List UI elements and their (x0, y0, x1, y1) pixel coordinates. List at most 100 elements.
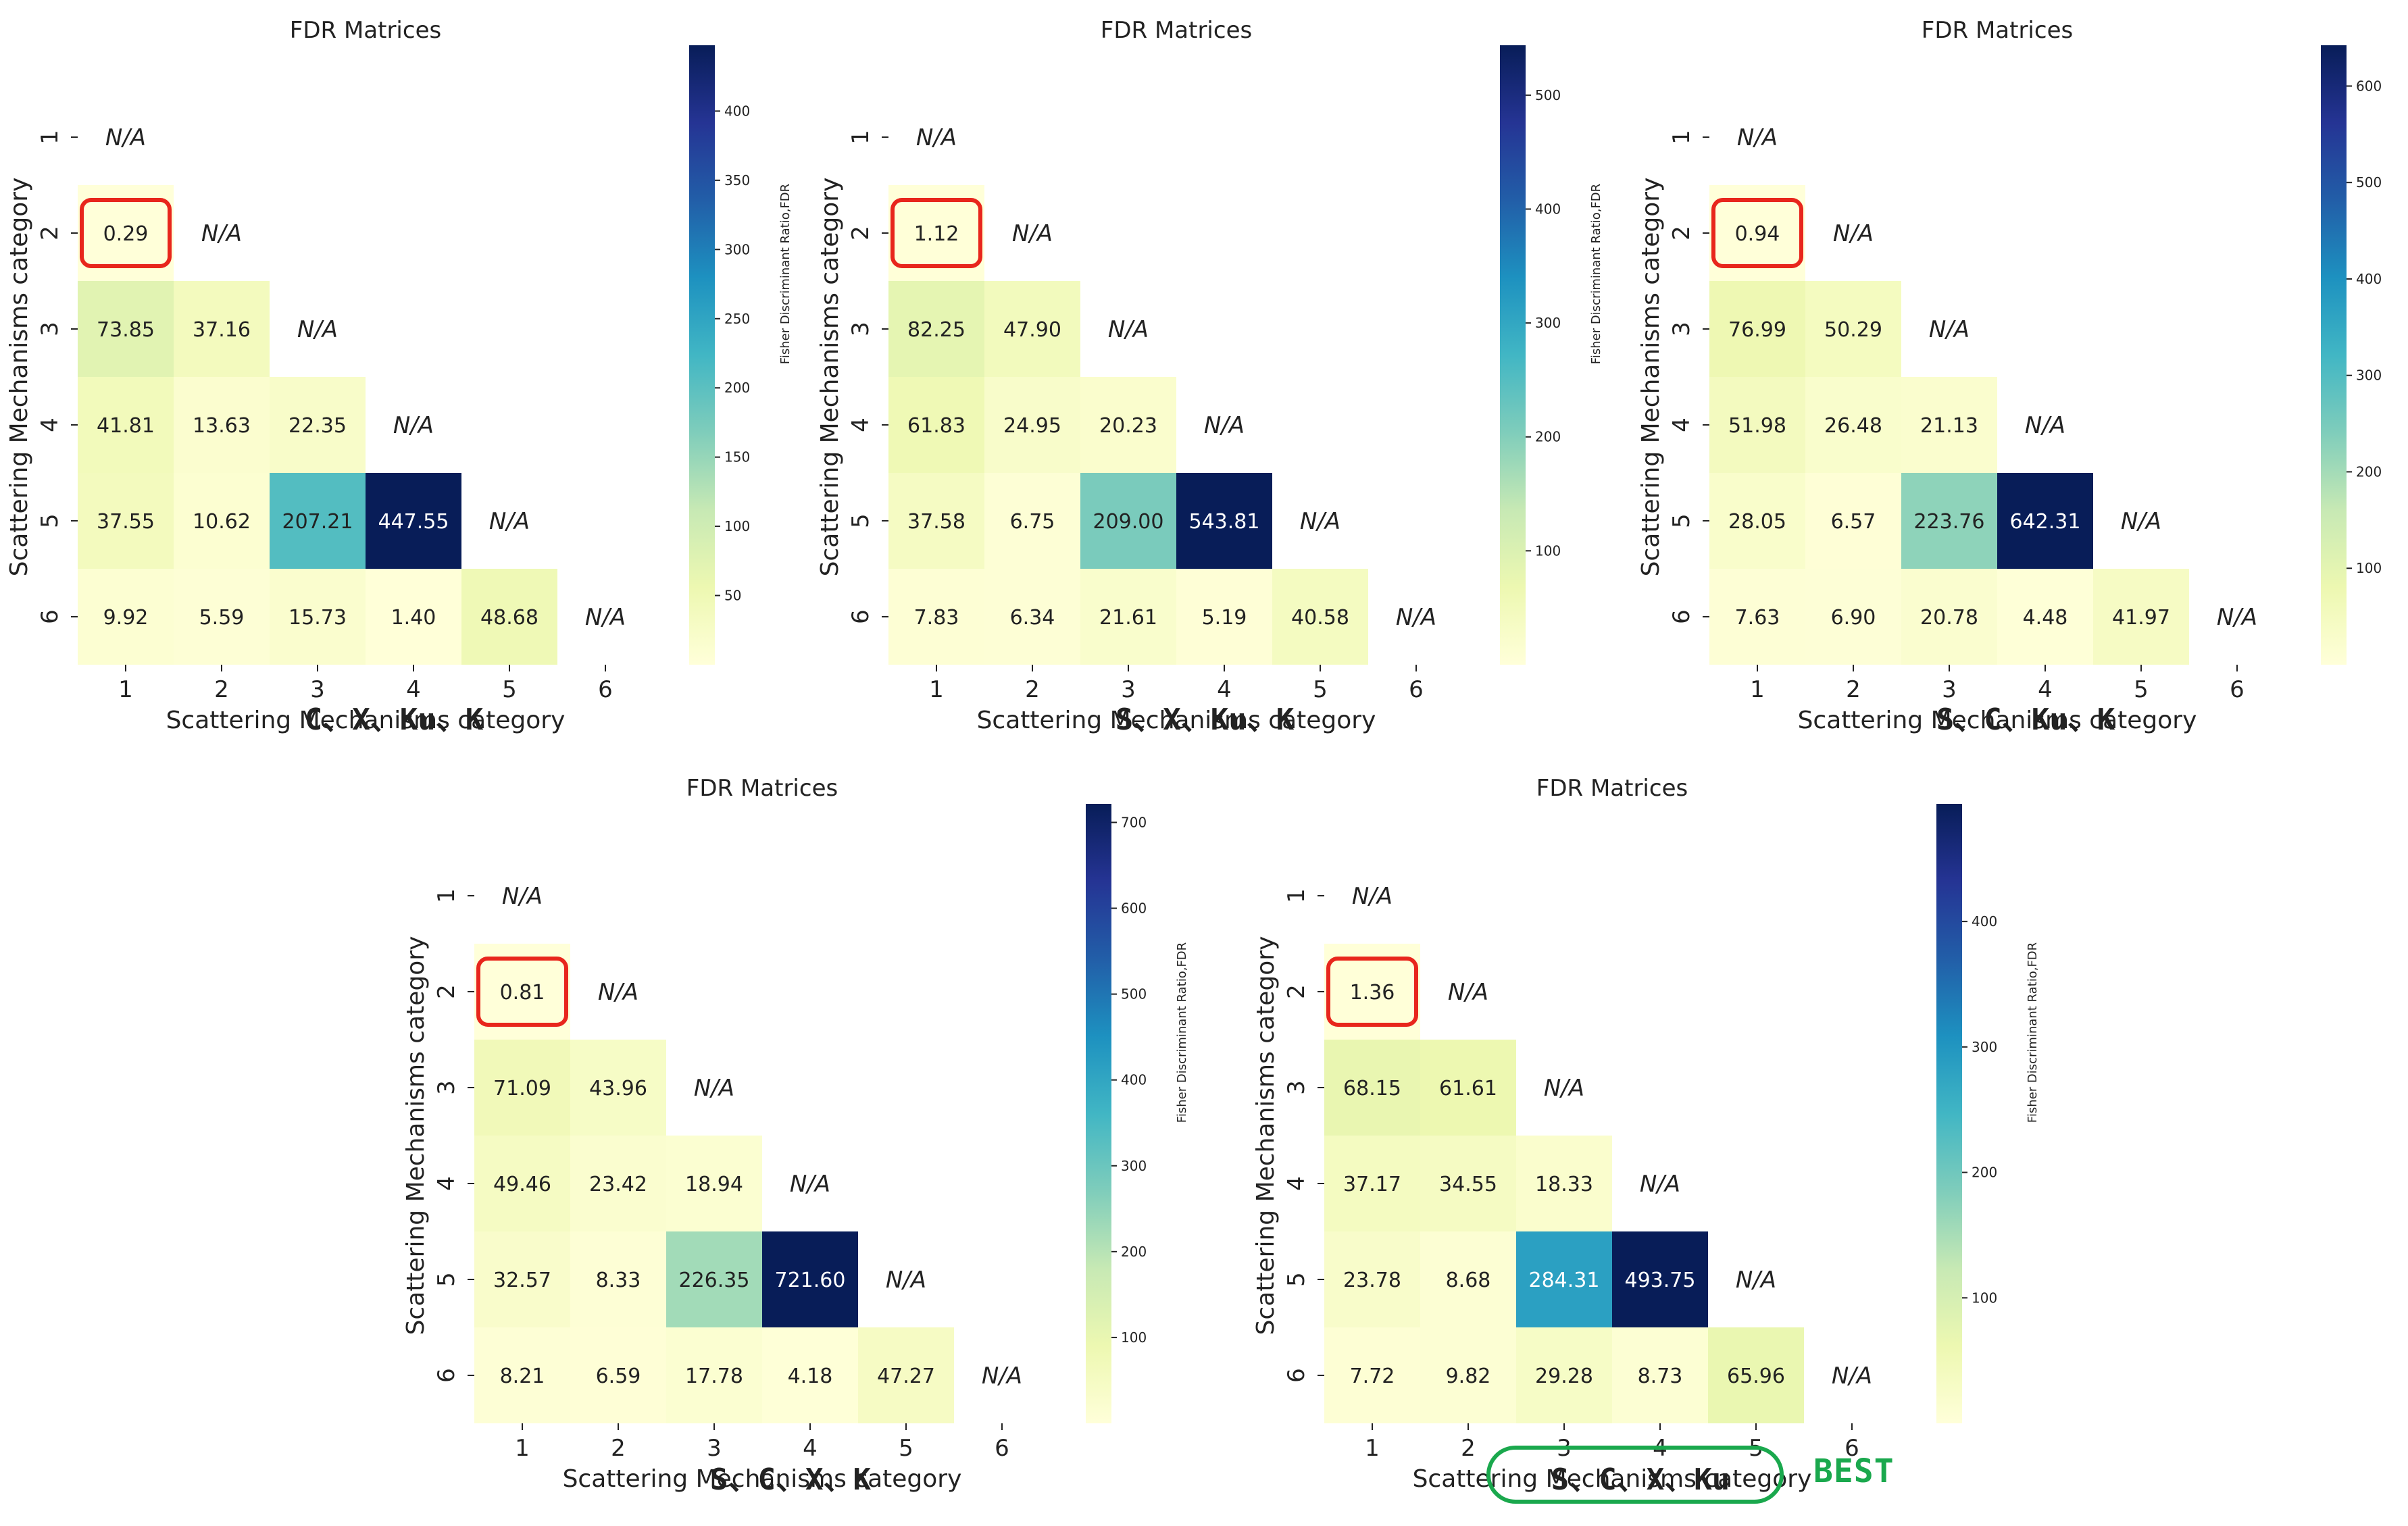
heatmap-cell (1516, 1327, 1612, 1423)
heatmap-cell (1709, 569, 1805, 665)
cell-value-label: 76.99 (1728, 318, 1786, 342)
colorbar (1500, 45, 1526, 665)
y-tick-label: 6 (847, 609, 874, 624)
cell-value-label: 37.17 (1343, 1173, 1401, 1196)
cell-value-label: 20.23 (1099, 414, 1157, 438)
cell-value-label: 50.29 (1824, 318, 1882, 342)
y-tick-label: 1 (36, 130, 64, 145)
cell-value-label: 18.94 (685, 1173, 743, 1196)
na-label: N/A (916, 124, 957, 151)
colorbar-tick-label: 250 (724, 311, 750, 327)
colorbar (1936, 804, 1962, 1423)
heatmap-cell (1272, 569, 1368, 665)
highlight-box (80, 198, 172, 268)
cell-value-label: 1.12 (914, 222, 959, 246)
na-label: N/A (1736, 1267, 1776, 1294)
heatmap-cell (570, 1231, 666, 1327)
y-tick-label: 2 (1668, 226, 1695, 240)
colorbar-tick-label: 400 (1535, 201, 1561, 217)
x-tick-label: 5 (1313, 676, 1328, 703)
y-tick-label: 5 (1668, 513, 1695, 528)
heatmap-cell (78, 281, 174, 377)
y-tick-label: 6 (36, 609, 64, 624)
colorbar-tick-label: 50 (724, 588, 741, 604)
colorbar-tick-label: 400 (1972, 913, 1997, 930)
x-tick-label: 6 (1409, 676, 1424, 703)
x-tick-label: 2 (1846, 676, 1861, 703)
cell-value-label: 82.25 (907, 318, 965, 342)
cell-value-label: 9.82 (1446, 1365, 1491, 1388)
highlight-box (891, 198, 982, 268)
x-tick-label: 5 (502, 676, 517, 703)
colorbar-tick-label: 100 (2356, 560, 2382, 576)
cell-value-label: 6.75 (1010, 510, 1055, 534)
colorbar-tick-label: 100 (1535, 542, 1561, 559)
x-tick-label: 1 (515, 1435, 530, 1462)
band-combination-label: C、X、Ku、K (305, 703, 484, 737)
colorbar-tick-label: 100 (724, 518, 750, 534)
heatmap-cell (984, 281, 1080, 377)
x-tick-label: 4 (406, 676, 421, 703)
y-tick-label: 2 (36, 226, 64, 240)
heatmap-cell (1176, 569, 1272, 665)
na-label: N/A (585, 604, 626, 631)
x-tick-label: 1 (118, 676, 133, 703)
cell-value-label: 18.33 (1535, 1173, 1593, 1196)
colorbar (1086, 804, 1111, 1423)
na-label: N/A (1108, 316, 1149, 343)
band-combination-label: S、C、Ku、K (1936, 703, 2115, 737)
y-tick-label: 2 (1283, 984, 1310, 999)
chart-title: FDR Matrices (290, 17, 441, 44)
y-tick-label: 3 (1283, 1080, 1310, 1095)
na-label: N/A (1352, 883, 1393, 910)
x-tick-label: 2 (1461, 1435, 1476, 1462)
y-tick-label: 1 (1283, 888, 1310, 903)
cell-value-label: 7.83 (914, 606, 959, 630)
y-axis-label: Scattering Mechanisms category (402, 936, 430, 1336)
heatmap-cell (1420, 1231, 1516, 1327)
na-label: N/A (1832, 1363, 1872, 1390)
na-label: N/A (393, 412, 434, 439)
x-axis-label: Scattering Mechanisms category (1413, 1465, 1812, 1493)
cell-value-label: 32.57 (493, 1269, 551, 1292)
cell-value-label: 6.59 (596, 1365, 641, 1388)
y-tick-label: 6 (1283, 1368, 1310, 1383)
na-label: N/A (2025, 412, 2065, 439)
y-tick-label: 1 (433, 888, 460, 903)
na-label: N/A (201, 220, 242, 247)
cell-value-label: 61.61 (1439, 1077, 1497, 1100)
cell-value-label: 49.46 (493, 1173, 551, 1196)
heatmap-cell (474, 1040, 570, 1136)
heatmap-cell (1324, 1040, 1420, 1136)
colorbar-tick-label: 600 (1121, 900, 1147, 917)
colorbar-tick-label: 200 (1972, 1165, 1997, 1181)
y-tick-label: 2 (847, 226, 874, 240)
heatmap-cell (1324, 1327, 1420, 1423)
heatmap-cell (570, 1136, 666, 1231)
heatmap-cell (1612, 1231, 1708, 1327)
heatmap-cell (174, 473, 270, 569)
x-tick-label: 1 (929, 676, 944, 703)
colorbar-tick-label: 200 (1121, 1244, 1147, 1260)
na-label: N/A (1448, 979, 1488, 1006)
heatmap-cell (174, 569, 270, 665)
x-tick-label: 1 (1365, 1435, 1380, 1462)
x-tick-label: 5 (899, 1435, 913, 1462)
colorbar-tick-label: 400 (1121, 1072, 1147, 1088)
na-label: N/A (105, 124, 146, 151)
highlight-box (476, 957, 568, 1027)
cell-value-label: 642.31 (2010, 510, 2081, 534)
x-tick-label: 6 (995, 1435, 1009, 1462)
cell-value-label: 71.09 (493, 1077, 551, 1100)
x-axis-label: Scattering Mechanisms category (1798, 707, 2197, 734)
colorbar-tick-label: 100 (1972, 1290, 1997, 1306)
colorbar-tick-label: 200 (2356, 463, 2382, 480)
na-label: N/A (297, 316, 338, 343)
heatmap-cell (1805, 473, 1901, 569)
heatmap-cell (174, 377, 270, 473)
cell-value-label: 41.81 (97, 414, 155, 438)
heatmap-cell (1176, 473, 1272, 569)
colorbar-label: Fisher Discriminant Ratio,FDR (1175, 942, 1189, 1123)
heatmap-cell (1080, 377, 1176, 473)
x-axis-label: Scattering Mechanisms category (563, 1465, 962, 1493)
